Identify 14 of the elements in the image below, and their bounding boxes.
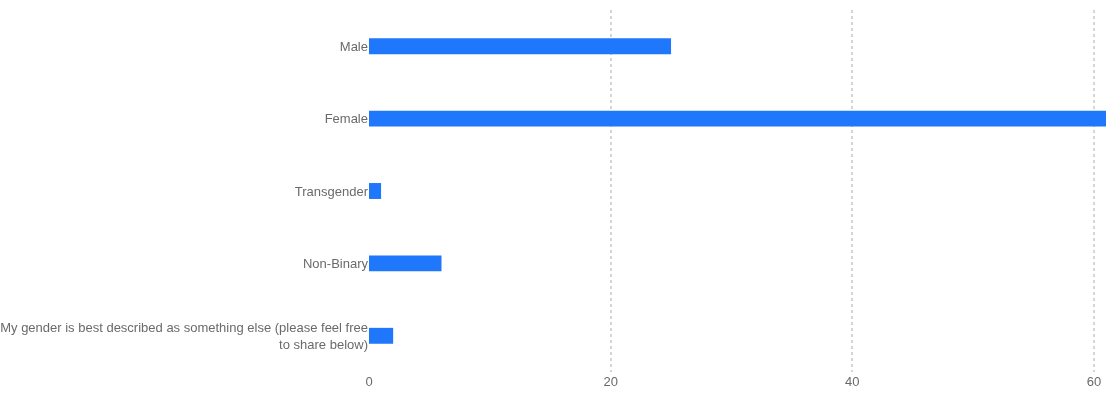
bar bbox=[369, 38, 672, 55]
x-tick-label: 20 bbox=[603, 374, 618, 389]
x-tick-label: 40 bbox=[845, 374, 860, 389]
x-tick-label: 0 bbox=[365, 374, 373, 389]
y-tick-label: Non-Binary bbox=[302, 255, 369, 271]
bar bbox=[369, 327, 394, 344]
x-tick-label: 60 bbox=[1086, 374, 1102, 389]
y-tick-label: My gender is best described as something else (please feel free to share below) bbox=[0, 319, 368, 352]
bar bbox=[369, 183, 382, 199]
y-tick-label: Female bbox=[324, 111, 368, 127]
y-tick-label: Male bbox=[339, 38, 368, 54]
bar bbox=[369, 255, 442, 272]
bar bbox=[369, 110, 1106, 127]
y-tick-label: Transgender bbox=[294, 183, 369, 199]
